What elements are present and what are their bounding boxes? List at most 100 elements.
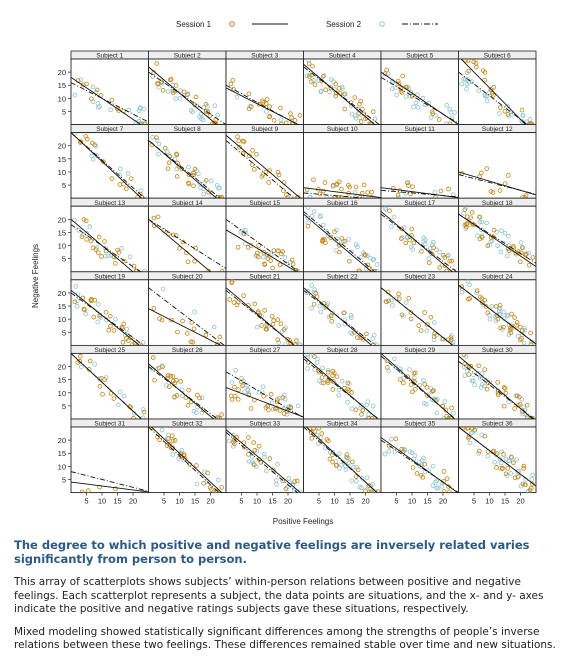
panel-subject-19: Subject 19 5 10 15 20 — [58, 271, 149, 346]
point-session-1 — [276, 172, 282, 178]
point-session-1 — [441, 253, 446, 258]
point-session-1 — [418, 328, 424, 333]
point-session-2 — [389, 437, 394, 442]
point-session-1 — [268, 391, 274, 397]
panel-plot-area — [303, 59, 381, 125]
point-session-1 — [155, 214, 161, 220]
point-session-1 — [369, 415, 375, 419]
point-session-1 — [264, 327, 269, 332]
point-session-2 — [529, 477, 535, 482]
point-session-2 — [113, 317, 118, 322]
point-session-1 — [246, 435, 251, 440]
point-session-2 — [373, 489, 378, 493]
panel-title: Subject 2 — [174, 53, 201, 60]
point-session-1 — [274, 399, 280, 405]
point-session-1 — [297, 113, 303, 118]
point-session-2 — [164, 383, 169, 388]
point-session-1 — [170, 90, 176, 95]
point-session-1 — [78, 139, 84, 144]
point-session-1 — [399, 90, 405, 95]
panel-title: Subject 24 — [482, 273, 513, 280]
y-tick-label: 20 — [58, 436, 66, 445]
point-session-1 — [235, 397, 241, 402]
point-session-2 — [354, 479, 359, 484]
point-session-2 — [497, 111, 502, 116]
panel-plot-area — [226, 78, 303, 125]
point-session-2 — [140, 415, 146, 419]
x-tick-label: 10 — [485, 497, 493, 506]
point-session-2 — [325, 233, 331, 238]
point-session-1 — [191, 326, 197, 332]
point-session-1 — [113, 486, 118, 492]
point-session-1 — [517, 324, 523, 330]
point-session-1 — [275, 337, 281, 343]
x-tick-label: 10 — [253, 497, 261, 506]
point-session-1 — [521, 463, 527, 469]
fit-line-session-2 — [148, 366, 219, 419]
point-session-2 — [339, 378, 345, 384]
y-tick-label: 5 — [62, 475, 66, 484]
point-session-1 — [344, 452, 350, 457]
panel-title: Subject 21 — [249, 273, 280, 280]
point-session-2 — [106, 253, 111, 259]
point-session-1 — [258, 460, 264, 465]
point-session-1 — [390, 186, 396, 191]
point-session-2 — [386, 449, 392, 454]
point-session-2 — [364, 475, 370, 481]
point-session-2 — [353, 242, 359, 247]
point-session-2 — [309, 213, 315, 219]
point-session-1 — [322, 237, 327, 242]
panel-title: Subject 20 — [172, 273, 203, 280]
point-session-1 — [518, 259, 523, 265]
point-session-1 — [236, 387, 241, 392]
point-session-2 — [307, 72, 312, 78]
panel-title: Subject 3 — [251, 53, 278, 60]
fit-line-session-1 — [381, 437, 459, 493]
panel-title: Subject 34 — [327, 421, 358, 428]
panel-frame — [70, 426, 149, 494]
scatterplot-lattice: Session 1 Session 2 Subject 15101520Subj… — [31, 20, 537, 526]
panel-subject-14: Subject 14 — [148, 197, 227, 273]
point-session-1 — [396, 81, 401, 87]
point-session-1 — [396, 291, 401, 297]
point-session-1 — [334, 182, 339, 188]
panel-plot-area — [381, 206, 458, 272]
point-session-2 — [192, 309, 197, 315]
fit-line-session-1 — [226, 229, 298, 272]
point-session-1 — [281, 327, 287, 332]
point-session-1 — [514, 393, 520, 399]
point-session-1 — [501, 385, 507, 390]
point-session-2 — [411, 104, 416, 110]
point-session-1 — [505, 465, 510, 471]
point-session-1 — [393, 436, 399, 442]
point-session-1 — [141, 409, 147, 415]
point-session-1 — [275, 317, 281, 322]
point-session-1 — [167, 384, 172, 389]
panel-subject-23: Subject 23 — [380, 271, 459, 346]
point-session-1 — [186, 387, 191, 393]
point-session-1 — [273, 406, 278, 412]
point-session-1 — [178, 379, 184, 384]
point-session-1 — [234, 302, 240, 308]
point-session-1 — [519, 336, 524, 341]
point-session-2 — [488, 239, 493, 245]
point-session-2 — [318, 88, 324, 94]
point-session-1 — [324, 437, 330, 442]
point-session-1 — [466, 435, 471, 441]
panel-plot-area — [458, 279, 536, 346]
point-session-2 — [391, 214, 397, 220]
point-session-1 — [259, 323, 264, 328]
point-session-2 — [430, 463, 436, 469]
point-session-1 — [443, 407, 449, 413]
fit-line-session-1 — [226, 287, 295, 346]
panel-plot-area — [71, 76, 149, 125]
point-session-1 — [325, 370, 331, 375]
point-session-2 — [348, 313, 354, 318]
point-session-2 — [504, 253, 510, 259]
x-tick-label: 10 — [98, 497, 106, 506]
point-session-1 — [186, 180, 191, 186]
point-session-1 — [334, 462, 339, 468]
point-session-1 — [398, 86, 404, 91]
point-session-2 — [505, 103, 510, 109]
panel-title: Subject 16 — [327, 200, 358, 207]
